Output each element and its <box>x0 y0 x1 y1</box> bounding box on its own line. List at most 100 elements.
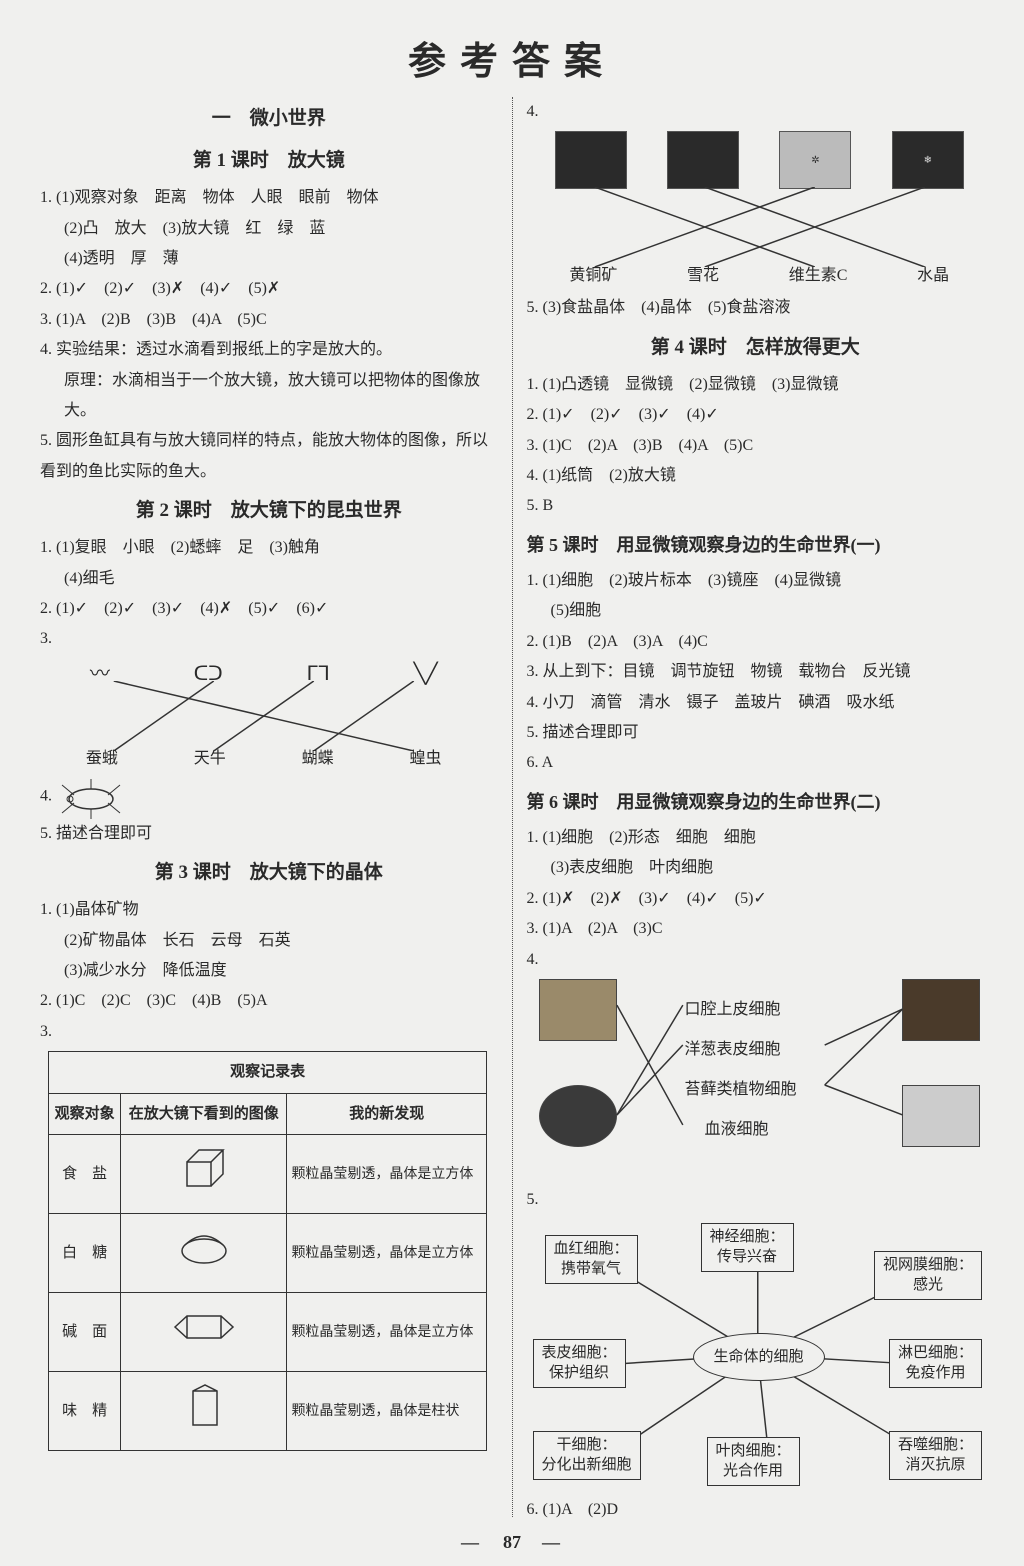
cell-shape <box>121 1372 287 1451</box>
l5-a1: 1. (1)细胞 (2)玻片标本 (3)镜座 (4)显微镜 <box>527 566 985 596</box>
thumb-icon <box>555 131 627 189</box>
right-column: 4. ✲ ❄ 黄铜矿 雪 <box>513 97 985 1517</box>
l5-a1b: (5)细胞 <box>527 596 985 626</box>
l2-a2: 2. (1)✓ (2)✓ (3)✓ (4)✗ (5)✓ (6)✓ <box>40 594 498 624</box>
l4-a1: 1. (1)凸透镜 显微镜 (2)显微镜 (3)显微镜 <box>527 370 985 400</box>
l4-a2: 2. (1)✓ (2)✓ (3)✓ (4)✓ <box>527 400 985 430</box>
l1-a3: 3. (1)A (2)B (3)B (4)A (5)C <box>40 305 498 335</box>
page: 参考答案 一 微小世界 第 1 课时 放大镜 1. (1)观察对象 距离 物体 … <box>0 0 1024 1566</box>
lesson-6-title: 第 6 课时 用显微镜观察身边的生命世界(二) <box>527 785 985 819</box>
cell-desc: 颗粒晶莹剔透，晶体是立方体 <box>287 1214 487 1293</box>
columns: 一 微小世界 第 1 课时 放大镜 1. (1)观察对象 距离 物体 人眼 眼前… <box>40 97 984 1517</box>
thumb-icon: ❄ <box>892 131 964 189</box>
thumb-icon: ✲ <box>779 131 851 189</box>
cell-desc: 颗粒晶莹剔透，晶体是立方体 <box>287 1293 487 1372</box>
cell-name: 碱 面 <box>49 1293 121 1372</box>
l1-a1c: (4)透明 厚 薄 <box>40 244 498 274</box>
observation-table: 观察记录表 观察对象 在放大镜下看到的图像 我的新发现 食 盐 颗粒晶莹剔透，晶… <box>48 1051 487 1451</box>
l3-a1: 1. (1)晶体矿物 <box>40 895 498 925</box>
l2-a1b: (4)细毛 <box>40 564 498 594</box>
cell-shape <box>121 1293 287 1372</box>
table-col: 我的新发现 <box>287 1093 487 1135</box>
l4-a5: 5. B <box>527 491 985 521</box>
l5-a5: 5. 描述合理即可 <box>527 718 985 748</box>
insect-label: 天牛 <box>194 744 226 774</box>
center-node: 生命体的细胞 <box>693 1333 825 1381</box>
cell-desc: 颗粒晶莹剔透，晶体是柱状 <box>287 1372 487 1451</box>
match-label: 水晶 <box>917 261 949 291</box>
l4-a4: 4. (1)纸筒 (2)放大镜 <box>527 461 985 491</box>
cell-shape <box>121 1135 287 1214</box>
l3-a3: 3. <box>40 1017 498 1047</box>
l5-a4: 4. 小刀 滴管 清水 镊子 盖玻片 碘酒 吸水纸 <box>527 688 985 718</box>
cell-name: 食 盐 <box>49 1135 121 1214</box>
insect-label: 蝗虫 <box>410 744 442 774</box>
l2-a3: 3. <box>40 624 498 654</box>
thumb-icon <box>667 131 739 189</box>
table-row: 食 盐 颗粒晶莹剔透，晶体是立方体 <box>49 1135 487 1214</box>
main-title: 参考答案 <box>40 30 984 85</box>
l4-a3: 3. (1)C (2)A (3)B (4)A (5)C <box>527 431 985 461</box>
l5-a2: 2. (1)B (2)A (3)A (4)C <box>527 627 985 657</box>
insect-matching: 〰︎ ᑕᑐ ᒥᒣ ╲╱ 蚕蛾 天牛 蝴蝶 蝗虫 <box>48 655 498 775</box>
unit-title: 一 微小世界 <box>40 101 498 137</box>
insect-label: 蝴蝶 <box>302 744 334 774</box>
mineral-matching: ✲ ❄ 黄铜矿 雪花 维生素C 水晶 <box>535 131 985 291</box>
cell-matching: 口腔上皮细胞 洋葱表皮细胞 苔藓类植物细胞 血液细胞 <box>535 975 985 1185</box>
cell-shape <box>121 1214 287 1293</box>
cell-node: 神经细胞：传导兴奋 <box>701 1223 794 1272</box>
louse-sketch <box>56 775 126 819</box>
cell-node: 吞噬细胞：消灭抗原 <box>889 1431 982 1480</box>
l1-a4b: 原理：水滴相当于一个放大镜，放大镜可以把物体的图像放大。 <box>40 366 498 427</box>
cell-node: 表皮细胞：保护组织 <box>533 1339 626 1388</box>
l2-a4: 4. <box>40 775 498 819</box>
cell-desc: 颗粒晶莹剔透，晶体是立方体 <box>287 1135 487 1214</box>
lesson-2-title: 第 2 课时 放大镜下的昆虫世界 <box>40 493 498 529</box>
cell-node: 干细胞：分化出新细胞 <box>533 1431 641 1480</box>
match-label: 雪花 <box>687 261 719 291</box>
l5-a6: 6. A <box>527 748 985 778</box>
l6-a1: 1. (1)细胞 (2)形态 细胞 细胞 <box>527 823 985 853</box>
left-column: 一 微小世界 第 1 课时 放大镜 1. (1)观察对象 距离 物体 人眼 眼前… <box>40 97 513 1517</box>
cell-node: 血红细胞：携带氧气 <box>545 1235 638 1284</box>
l1-a2: 2. (1)✓ (2)✓ (3)✗ (4)✓ (5)✗ <box>40 274 498 304</box>
lesson-3-title: 第 3 课时 放大镜下的晶体 <box>40 855 498 891</box>
table-caption: 观察记录表 <box>49 1052 487 1094</box>
l6-a5: 5. <box>527 1185 985 1215</box>
table-col: 观察对象 <box>49 1093 121 1135</box>
insect-label: 蚕蛾 <box>86 744 118 774</box>
l6-a4: 4. <box>527 945 985 975</box>
cell-node: 叶肉细胞：光合作用 <box>707 1437 800 1486</box>
table-row: 味 精 颗粒晶莹剔透，晶体是柱状 <box>49 1372 487 1451</box>
match-label: 黄铜矿 <box>569 261 617 291</box>
l5-a3: 3. 从上到下：目镜 调节旋钮 物镜 载物台 反光镜 <box>527 657 985 687</box>
l1-a1b: (2)凸 放大 (3)放大镜 红 绿 蓝 <box>40 214 498 244</box>
cell-name: 白 糖 <box>49 1214 121 1293</box>
l2-a5: 5. 描述合理即可 <box>40 819 498 849</box>
cell-match-lines <box>535 975 985 1185</box>
l1-a5: 5. 圆形鱼缸具有与放大镜同样的特点，能放大物体的图像，所以看到的鱼比实际的鱼大… <box>40 426 498 487</box>
page-number: — 87 — <box>0 1528 1024 1554</box>
lesson-5-title: 第 5 课时 用显微镜观察身边的生命世界(一) <box>527 528 985 562</box>
l3-a2: 2. (1)C (2)C (3)C (4)B (5)A <box>40 986 498 1016</box>
table-col: 在放大镜下看到的图像 <box>121 1093 287 1135</box>
insect-lines <box>48 681 480 751</box>
l6-a3: 3. (1)A (2)A (3)C <box>527 914 985 944</box>
l6-a2: 2. (1)✗ (2)✗ (3)✓ (4)✓ (5)✓ <box>527 884 985 914</box>
concept-map: 生命体的细胞 血红细胞：携带氧气 神经细胞：传导兴奋 视网膜细胞：感光 表皮细胞… <box>531 1215 985 1495</box>
cell-name: 味 精 <box>49 1372 121 1451</box>
cell-node: 淋巴细胞：免疫作用 <box>889 1339 982 1388</box>
match-label: 维生素C <box>789 261 848 291</box>
table-row: 白 糖 颗粒晶莹剔透，晶体是立方体 <box>49 1214 487 1293</box>
l6-a1b: (3)表皮细胞 叶肉细胞 <box>527 853 985 883</box>
l3-a1b: (2)矿物晶体 长石 云母 石英 <box>40 926 498 956</box>
r-q5: 5. (3)食盐晶体 (4)晶体 (5)食盐溶液 <box>527 293 985 323</box>
lesson-1-title: 第 1 课时 放大镜 <box>40 143 498 179</box>
r-q4-num: 4. <box>527 97 985 127</box>
cell-node: 视网膜细胞：感光 <box>874 1251 982 1300</box>
l1-a4: 4. 实验结果：透过水滴看到报纸上的字是放大的。 <box>40 335 498 365</box>
lesson-4-title: 第 4 课时 怎样放得更大 <box>527 330 985 366</box>
l6-a6: 6. (1)A (2)D <box>527 1495 985 1525</box>
l2-a1: 1. (1)复眼 小眼 (2)蟋蟀 足 (3)触角 <box>40 533 498 563</box>
l3-a1c: (3)减少水分 降低温度 <box>40 956 498 986</box>
